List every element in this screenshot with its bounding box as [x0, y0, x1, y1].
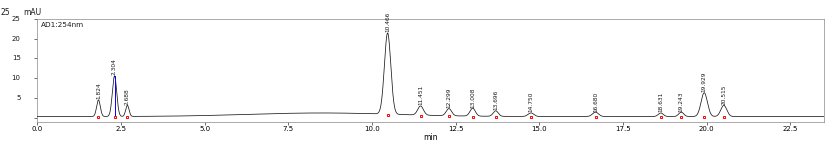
Text: 18.631: 18.631	[658, 92, 663, 112]
Text: 10: 10	[12, 75, 21, 81]
Text: 10.466: 10.466	[385, 12, 390, 32]
Text: 19.243: 19.243	[679, 91, 684, 112]
Text: AD1:254nm: AD1:254nm	[42, 22, 85, 28]
Text: 2.304: 2.304	[112, 59, 117, 76]
Text: 25: 25	[12, 16, 21, 22]
Text: 5: 5	[17, 95, 21, 101]
Text: 15: 15	[12, 55, 21, 61]
Text: 13.008: 13.008	[470, 87, 475, 108]
Text: 12.299: 12.299	[447, 88, 452, 108]
Text: 25: 25	[0, 8, 10, 17]
X-axis label: min: min	[423, 133, 438, 142]
Text: 14.750: 14.750	[528, 92, 533, 112]
Text: 20.515: 20.515	[721, 84, 726, 105]
Text: 16.680: 16.680	[593, 91, 598, 112]
Text: 2.688: 2.688	[125, 88, 130, 105]
Text: 11.451: 11.451	[418, 85, 423, 105]
Text: mAU: mAU	[23, 8, 42, 17]
Text: 19.929: 19.929	[701, 72, 706, 92]
Text: 13.696: 13.696	[493, 90, 498, 110]
Text: 1.824: 1.824	[96, 83, 101, 99]
Text: 20: 20	[12, 36, 21, 41]
